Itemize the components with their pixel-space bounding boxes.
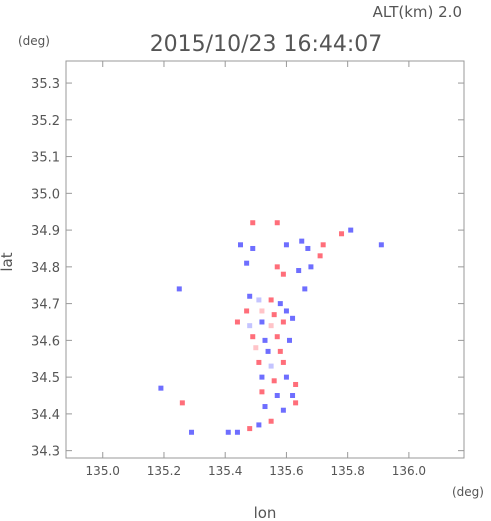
data-point (247, 293, 253, 299)
data-point (283, 242, 289, 248)
datetime-title: 2015/10/23 16:44:07 (150, 32, 383, 57)
data-point (250, 245, 256, 251)
data-point (225, 429, 231, 435)
y-axis-label: lat (0, 252, 16, 271)
data-point (378, 242, 384, 248)
data-point (302, 286, 308, 292)
data-point (305, 245, 311, 251)
data-point (280, 407, 286, 413)
data-point (256, 297, 262, 303)
y-tick-label: 35.2 (31, 114, 60, 129)
data-point (268, 363, 274, 369)
alt-label: ALT(km) 2.0 (373, 3, 462, 21)
data-point (259, 319, 265, 325)
data-point (271, 312, 277, 318)
data-point (256, 422, 262, 428)
axis-ticks: 135.0 135.2 135.4 135.6 135.8 136.0 34.3 34.4 34… (31, 61, 464, 478)
data-point (280, 271, 286, 277)
data-point (274, 220, 280, 226)
x-tick-label: 135.2 (147, 464, 181, 478)
data-point (274, 264, 280, 270)
data-point (268, 297, 274, 303)
data-point (274, 393, 280, 399)
data-point (234, 319, 240, 325)
data-point (286, 337, 292, 343)
y-tick-label: 34.6 (31, 334, 60, 349)
y-tick-label: 34.5 (31, 371, 60, 386)
x-tick-label: 135.0 (86, 464, 120, 478)
data-point (274, 334, 280, 340)
data-point (277, 301, 283, 307)
y-tick-label: 35.1 (31, 151, 60, 166)
data-point (293, 400, 299, 406)
data-point (250, 334, 256, 340)
y-tick-label: 35.3 (31, 77, 60, 92)
data-point (244, 308, 250, 314)
data-point (244, 260, 250, 266)
data-point (348, 227, 354, 233)
data-point (247, 323, 253, 329)
y-unit-label: (deg) (18, 34, 50, 48)
data-point (262, 337, 268, 343)
data-point (262, 404, 268, 410)
data-point (268, 418, 274, 424)
data-point (283, 308, 289, 314)
plot-frame (65, 60, 465, 459)
data-point (277, 348, 283, 354)
data-point (290, 393, 296, 399)
x-tick-label: 135.6 (269, 464, 303, 478)
x-tick-label: 136.0 (392, 464, 426, 478)
y-tick-label: 34.8 (31, 261, 60, 276)
data-point (259, 374, 265, 380)
x-tick-label: 135.4 (208, 464, 242, 478)
data-point (280, 359, 286, 365)
data-point (308, 264, 314, 270)
y-tick-label: 34.3 (31, 445, 60, 460)
x-axis-label: lon (254, 504, 277, 521)
data-point (268, 323, 274, 329)
data-point (293, 381, 299, 387)
x-unit-label: (deg) (452, 485, 484, 499)
data-point (256, 359, 262, 365)
data-point (176, 286, 182, 292)
data-point (265, 348, 271, 354)
data-point (247, 426, 253, 432)
data-point (234, 429, 240, 435)
x-tick-label: 135.8 (330, 464, 364, 478)
data-point (253, 345, 259, 351)
data-point (250, 220, 256, 226)
data-point (179, 400, 185, 406)
data-point (320, 242, 326, 248)
data-point (299, 238, 305, 244)
data-points (158, 220, 384, 435)
data-point (296, 268, 302, 274)
y-tick-label: 35.0 (31, 187, 60, 202)
data-point (189, 429, 195, 435)
data-point (259, 389, 265, 395)
data-point (158, 385, 164, 391)
data-point (339, 231, 345, 237)
data-point (259, 308, 265, 314)
data-point (271, 378, 277, 384)
y-tick-label: 34.9 (31, 224, 60, 239)
y-tick-label: 34.4 (31, 408, 60, 423)
data-point (238, 242, 244, 248)
data-point (283, 374, 289, 380)
data-point (290, 315, 296, 321)
data-point (317, 253, 323, 259)
y-tick-label: 34.7 (31, 298, 60, 313)
data-point (280, 319, 286, 325)
